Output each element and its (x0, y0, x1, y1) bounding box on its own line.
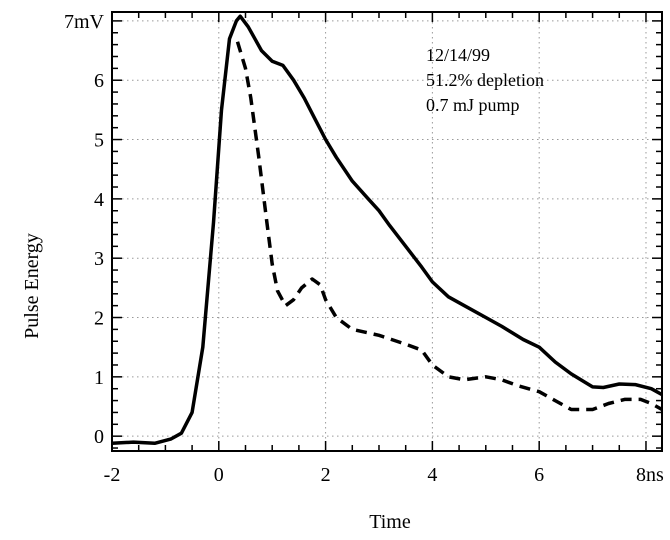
x-tick-label: 8ns (636, 464, 664, 486)
x-tick-labels: -2 0 2 4 6 8ns (104, 464, 664, 486)
annotation-depletion: 51.2% depletion (426, 70, 544, 90)
solid-series-line (111, 14, 663, 446)
x-tick-label: 4 (427, 464, 437, 486)
y-tick-labels: 0 1 2 3 4 5 6 7mV (64, 11, 105, 448)
x-tick-label: 6 (534, 464, 544, 486)
x-tick-label: -2 (104, 464, 121, 486)
y-tick-label: 6 (94, 70, 104, 92)
y-tick-label: 3 (94, 248, 104, 270)
axis-ticks (111, 12, 662, 451)
y-tick-label: 4 (94, 189, 104, 211)
annotation-pump: 0.7 mJ pump (426, 95, 520, 115)
x-axis-title: Time (369, 511, 411, 533)
y-tick-label: 1 (94, 367, 104, 389)
series-lines (111, 14, 663, 446)
y-tick-label: 0 (94, 426, 104, 448)
plot-frame (111, 11, 663, 452)
y-axis-title: Pulse Energy (21, 233, 43, 339)
y-tick-label: 2 (94, 308, 104, 330)
dashed-series-line (235, 41, 663, 412)
y-tick-label: 5 (94, 130, 104, 152)
y-tick-label: 7mV (64, 11, 105, 33)
x-tick-label: 2 (321, 464, 331, 486)
x-tick-label: 0 (214, 464, 224, 486)
annotation-date: 12/14/99 (426, 45, 490, 65)
grid-lines (112, 12, 662, 451)
